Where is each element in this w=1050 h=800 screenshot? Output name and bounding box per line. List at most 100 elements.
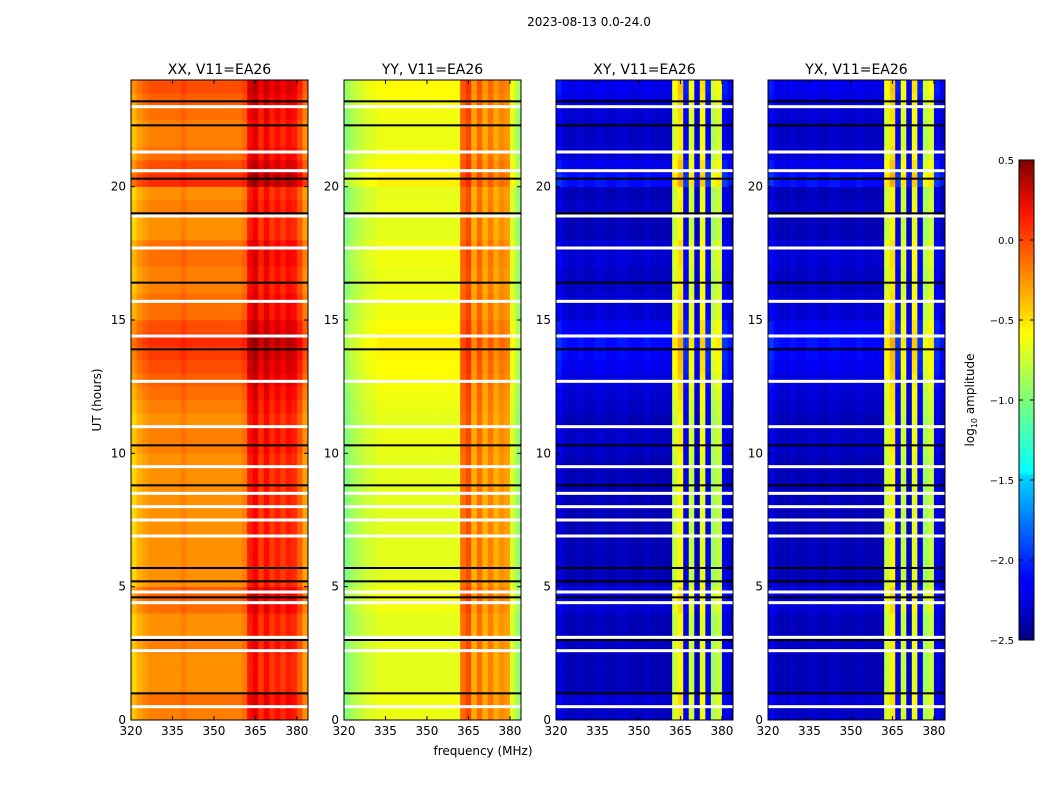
heatmap-cell <box>672 226 678 241</box>
heatmap-cell <box>454 413 461 427</box>
heatmap-cell <box>296 253 303 267</box>
heatmap-cell <box>208 133 215 147</box>
heatmap-cell <box>426 600 433 614</box>
heatmap-cell <box>344 493 350 507</box>
heatmap-cell <box>164 466 171 481</box>
heatmap-cell <box>415 653 422 667</box>
heatmap-cell <box>784 666 791 681</box>
heatmap-cell <box>622 480 629 494</box>
heatmap-cell <box>449 560 455 574</box>
heatmap-cell <box>175 280 182 294</box>
heatmap-cell <box>252 280 259 294</box>
x-tick-label: 350 <box>628 724 651 738</box>
heatmap-cell <box>302 680 309 694</box>
heatmap-cell <box>460 280 466 294</box>
separator-row <box>131 212 308 215</box>
heatmap-cell <box>449 640 455 654</box>
heatmap-cell <box>493 680 500 694</box>
heatmap-cell <box>263 600 270 614</box>
heatmap-cell <box>561 346 568 361</box>
heatmap-cell <box>164 613 171 627</box>
heatmap-cell <box>371 653 378 667</box>
heatmap-cell <box>349 453 356 467</box>
heatmap-cell <box>644 253 651 267</box>
heatmap-cell <box>922 706 929 721</box>
heatmap-cell <box>180 280 187 294</box>
heatmap-cell <box>515 400 522 414</box>
heatmap-cell <box>247 426 253 441</box>
heatmap-cell <box>583 413 590 427</box>
heatmap-cell <box>247 386 253 401</box>
flagged-row <box>344 518 521 522</box>
heatmap-cell <box>644 333 651 347</box>
heatmap-cell <box>147 466 154 481</box>
heatmap-cell <box>438 600 444 614</box>
separator-row <box>344 484 521 487</box>
heatmap-cell <box>556 213 562 227</box>
heatmap-cell <box>164 520 171 534</box>
heatmap-cell <box>158 253 165 267</box>
heatmap-cell <box>153 426 159 441</box>
heatmap-cell <box>371 160 378 174</box>
heatmap-cell <box>258 173 265 187</box>
heatmap-cell <box>688 653 695 667</box>
heatmap-cell <box>360 133 367 147</box>
heatmap-cell <box>572 333 579 347</box>
heatmap-cell <box>605 520 612 534</box>
heatmap-cell <box>817 653 824 667</box>
heatmap-cell <box>616 600 623 614</box>
heatmap-cell <box>208 640 215 654</box>
heatmap-cell <box>164 413 171 427</box>
heatmap-cell <box>710 106 717 121</box>
heatmap-cell <box>616 573 623 587</box>
heatmap-cell <box>219 106 226 121</box>
heatmap-cell <box>460 666 466 681</box>
heatmap-cell <box>202 600 209 614</box>
heatmap-cell <box>482 480 489 494</box>
heatmap-cell <box>823 653 830 667</box>
heatmap-cell <box>627 413 634 427</box>
heatmap-cell <box>388 186 395 201</box>
heatmap-cell <box>583 493 590 507</box>
heatmap-cell <box>344 266 350 281</box>
heatmap-cell <box>600 706 607 721</box>
heatmap-cell <box>605 253 612 267</box>
heatmap-cell <box>191 706 198 721</box>
heatmap-cell <box>371 226 378 241</box>
heatmap-cell <box>153 106 159 121</box>
heatmap-cell <box>465 506 472 521</box>
heatmap-cell <box>432 333 439 347</box>
heatmap-cell <box>180 600 187 614</box>
heatmap-cell <box>169 280 176 294</box>
heatmap-cell <box>487 213 494 227</box>
heatmap-cell <box>449 506 455 521</box>
heatmap-cell <box>449 186 455 201</box>
heatmap-cell <box>366 306 372 321</box>
heatmap-cell <box>721 493 728 507</box>
heatmap-cell <box>225 253 231 267</box>
heatmap-cell <box>393 493 400 507</box>
heatmap-cell <box>285 600 292 614</box>
heatmap-cell <box>302 106 309 121</box>
heatmap-cell <box>169 600 176 614</box>
heatmap-cell <box>410 706 417 721</box>
heatmap-cell <box>388 320 395 334</box>
heatmap-cell <box>169 266 176 281</box>
heatmap-cell <box>471 186 478 201</box>
heatmap-cell <box>225 386 231 401</box>
heatmap-cell <box>175 626 182 641</box>
heatmap-cell <box>247 613 253 627</box>
heatmap-cell <box>269 160 276 174</box>
heatmap-cell <box>153 213 159 227</box>
heatmap-cell <box>454 666 461 681</box>
heatmap-cell <box>438 506 444 521</box>
heatmap-cell <box>627 640 634 654</box>
heatmap-cell <box>699 186 706 201</box>
heatmap-cell <box>366 666 372 681</box>
heatmap-cell <box>230 706 237 721</box>
heatmap-cell <box>465 706 472 721</box>
heatmap-cell <box>302 520 309 534</box>
heatmap-cell <box>382 666 389 681</box>
heatmap-cell <box>399 613 406 627</box>
heatmap-cell <box>498 120 505 134</box>
